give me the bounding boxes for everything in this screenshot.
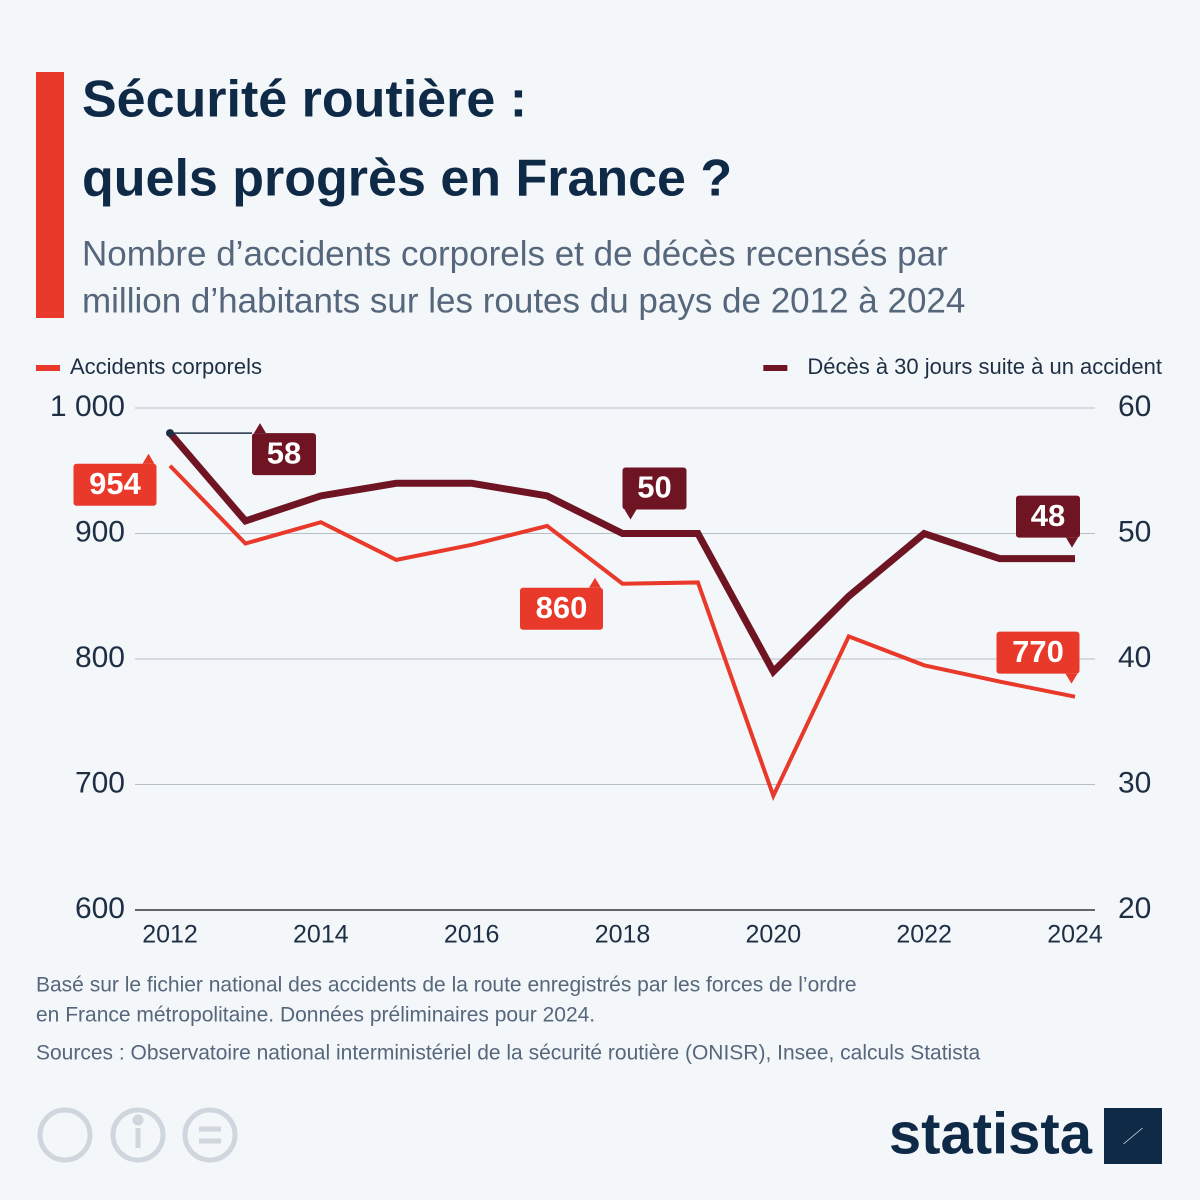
data-label: 50 <box>637 470 671 505</box>
y2-tick-label: 20 <box>1118 892 1151 925</box>
title-accent <box>36 72 64 318</box>
y2-tick-label: 40 <box>1118 641 1151 674</box>
subtitle: million d’habitants sur les routes du pa… <box>82 281 965 320</box>
license-icons <box>37 1107 238 1163</box>
legend-label: Décès à 30 jours suite à un accident <box>807 354 1162 379</box>
data-label: 770 <box>1012 634 1064 669</box>
x-tick-label: 2014 <box>293 921 349 949</box>
x-tick-label: 2024 <box>1047 921 1103 949</box>
subtitle: Nombre d’accidents corporels et de décès… <box>82 234 948 273</box>
data-label: 954 <box>89 466 141 501</box>
label-tail <box>1066 537 1078 548</box>
label-tail <box>589 577 601 588</box>
data-label: 48 <box>1031 498 1065 533</box>
x-tick-label: 2022 <box>896 921 952 949</box>
chart-title: quels progrès en France ? <box>82 150 732 208</box>
x-tick-label: 2012 <box>142 921 198 949</box>
data-label: 860 <box>536 590 588 625</box>
label-box <box>1016 495 1080 538</box>
y-tick-label: 900 <box>75 515 125 548</box>
chart-title: Sécurité routière : <box>82 71 527 129</box>
label-box <box>520 587 603 630</box>
brand-logo <box>1104 1108 1162 1164</box>
label-tail <box>254 423 266 434</box>
x-tick-label: 2020 <box>746 921 802 949</box>
label-box <box>996 631 1080 674</box>
label-box <box>73 463 157 506</box>
legend-label: Accidents corporels <box>70 354 262 379</box>
y-tick-label: 700 <box>75 766 125 799</box>
y-tick-label: 600 <box>75 892 125 925</box>
brand: statista <box>889 1101 1093 1166</box>
y2-tick-label: 50 <box>1118 515 1151 548</box>
label-tail <box>1065 673 1078 684</box>
source: Sources : Observatoire national intermin… <box>36 1042 981 1065</box>
line <box>167 430 1075 678</box>
y-tick-label: 800 <box>75 641 125 674</box>
note: Basé sur le fichier national des acciden… <box>36 974 857 997</box>
label-box <box>252 433 316 476</box>
label-box <box>622 467 687 510</box>
label-tail <box>624 509 637 520</box>
line <box>168 464 1076 802</box>
note: en France métropolitaine. Données prélim… <box>36 1004 595 1027</box>
y-tick-label: 1 000 <box>50 390 125 423</box>
data-label: 58 <box>267 435 301 470</box>
x-tick-label: 2018 <box>595 921 651 949</box>
y2-tick-label: 30 <box>1118 766 1151 799</box>
label-tail <box>142 453 155 464</box>
y2-tick-label: 60 <box>1118 390 1151 423</box>
x-tick-label: 2016 <box>444 921 500 949</box>
